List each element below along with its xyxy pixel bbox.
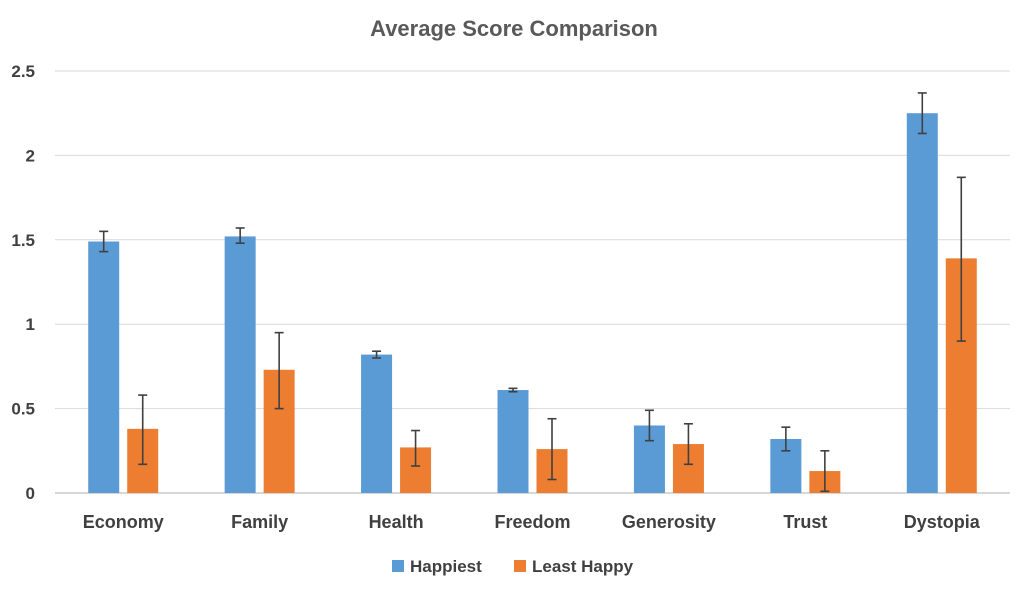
legend-label: Happiest (410, 557, 482, 576)
x-tick-label: Trust (783, 512, 827, 532)
x-tick-label: Family (231, 512, 288, 532)
legend-label: Least Happy (532, 557, 634, 576)
legend-swatch (392, 560, 404, 572)
y-tick-label: 2.5 (11, 62, 35, 81)
legend-swatch (514, 560, 526, 572)
y-tick-label: 2 (26, 146, 35, 165)
y-tick-label: 1.5 (11, 231, 35, 250)
bar-happiest (224, 236, 256, 493)
bars (88, 113, 977, 493)
bar-happiest (906, 113, 938, 493)
x-tick-label: Freedom (494, 512, 570, 532)
x-tick-label: Dystopia (904, 512, 981, 532)
y-axis-ticks: 0 0.5 1 1.5 2 2.5 (11, 62, 35, 503)
bar-happiest (88, 241, 120, 493)
chart-title: Average Score Comparison (370, 16, 658, 41)
y-tick-label: 0 (26, 484, 35, 503)
x-axis-ticks: Economy Family Health Freedom Generosity Trus… (83, 512, 981, 532)
x-tick-label: Economy (83, 512, 164, 532)
bar-happiest (497, 390, 529, 493)
y-tick-label: 1 (26, 315, 35, 334)
gridlines (55, 70, 1010, 494)
error-bars (99, 92, 966, 493)
x-tick-label: Generosity (622, 512, 716, 532)
x-tick-label: Health (369, 512, 424, 532)
legend: Happiest Least Happy (392, 557, 634, 576)
y-tick-label: 0.5 (11, 400, 35, 419)
bar-happiest (361, 354, 393, 493)
